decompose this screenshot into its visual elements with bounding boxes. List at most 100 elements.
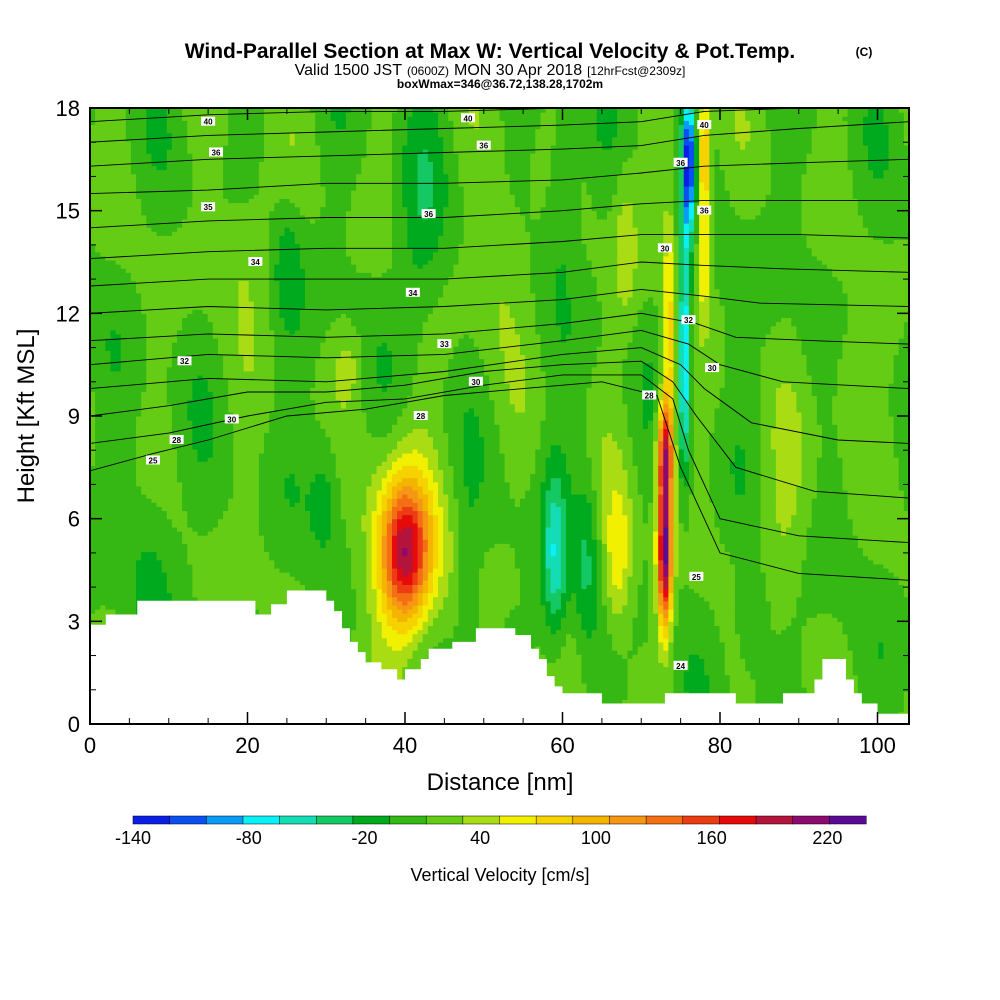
w-cell [146, 502, 152, 507]
w-cell [197, 465, 203, 470]
w-cell [228, 510, 234, 515]
w-cell [131, 363, 137, 368]
w-cell [254, 153, 260, 158]
w-cell [228, 490, 234, 495]
w-cell [146, 161, 152, 166]
w-cell [167, 556, 173, 561]
w-cell [162, 244, 168, 249]
w-cell [131, 182, 137, 187]
w-cell [208, 289, 214, 294]
w-cell [131, 289, 137, 294]
w-cell [151, 383, 157, 388]
w-cell [151, 219, 157, 224]
w-cell [172, 523, 178, 528]
w-cell [218, 428, 224, 433]
w-cell [233, 330, 239, 335]
w-cell [223, 580, 229, 585]
w-cell [151, 322, 157, 327]
w-cell [136, 363, 142, 368]
w-cell [172, 363, 178, 368]
w-cell [157, 547, 163, 552]
w-cell [136, 588, 142, 593]
w-cell [121, 359, 127, 364]
w-cell [203, 231, 209, 236]
w-cell [136, 490, 142, 495]
w-cell [182, 178, 188, 183]
w-cell [208, 469, 214, 474]
w-cell [157, 309, 163, 314]
w-cell [136, 379, 142, 384]
w-cell [223, 350, 229, 355]
w-cell [167, 543, 173, 548]
w-cell [151, 268, 157, 273]
w-cell [187, 580, 193, 585]
w-cell [146, 235, 152, 240]
w-cell [157, 391, 163, 396]
w-cell [100, 609, 106, 614]
w-cell [126, 601, 132, 606]
w-cell [95, 186, 101, 191]
w-cell [157, 387, 163, 392]
w-cell [100, 494, 106, 499]
w-cell [105, 219, 111, 224]
w-cell [116, 367, 122, 372]
w-cell [110, 317, 116, 322]
w-cell [249, 285, 255, 290]
w-cell [254, 539, 260, 544]
w-cell [182, 510, 188, 515]
w-cell [223, 313, 229, 318]
w-cell [131, 322, 137, 327]
w-cell [213, 137, 219, 142]
w-cell [177, 289, 183, 294]
w-cell [208, 502, 214, 507]
w-cell [110, 597, 116, 602]
w-cell [228, 564, 234, 569]
w-cell [100, 239, 106, 244]
w-cell [151, 539, 157, 544]
w-cell [110, 572, 116, 577]
w-cell [157, 149, 163, 154]
w-cell [197, 486, 203, 491]
w-cell [121, 170, 127, 175]
w-cell [110, 186, 116, 191]
w-cell [141, 531, 147, 536]
w-cell [141, 556, 147, 561]
w-cell [254, 404, 260, 409]
w-cell [182, 272, 188, 277]
w-cell [197, 194, 203, 199]
w-cell [95, 248, 101, 253]
w-cell [157, 404, 163, 409]
w-cell [141, 256, 147, 261]
w-cell [203, 252, 209, 257]
w-cell [228, 141, 234, 146]
w-cell [213, 593, 219, 598]
w-cell [172, 510, 178, 515]
w-cell [238, 342, 244, 347]
w-cell [187, 490, 193, 495]
w-cell [244, 112, 250, 117]
w-cell [218, 408, 224, 413]
w-cell [141, 112, 147, 117]
w-cell [233, 280, 239, 285]
w-cell [213, 252, 219, 257]
w-cell [177, 597, 183, 602]
w-cell [187, 330, 193, 335]
w-cell [151, 375, 157, 380]
w-cell [197, 309, 203, 314]
w-cell [208, 539, 214, 544]
w-cell [126, 149, 132, 154]
w-cell [192, 149, 198, 154]
w-cell [116, 560, 122, 565]
w-cell [151, 174, 157, 179]
w-cell [131, 465, 137, 470]
w-cell [100, 334, 106, 339]
w-cell [192, 543, 198, 548]
w-cell [208, 165, 214, 170]
w-cell [192, 301, 198, 306]
w-cell [172, 416, 178, 421]
w-cell [213, 313, 219, 318]
w-cell [151, 289, 157, 294]
w-cell [100, 552, 106, 557]
w-cell [105, 400, 111, 405]
w-cell [203, 400, 209, 405]
